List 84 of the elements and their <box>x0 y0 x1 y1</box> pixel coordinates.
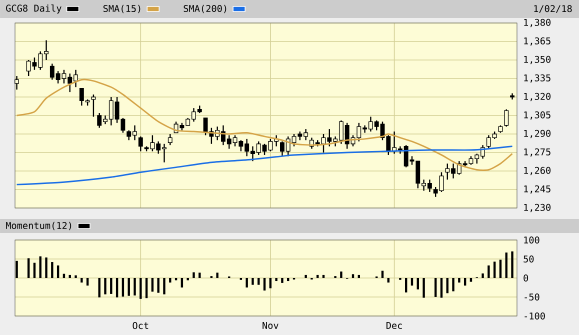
bar <box>511 251 514 278</box>
bar <box>246 278 248 288</box>
bar <box>499 260 502 278</box>
y-tick-label: 1,245 <box>524 185 550 194</box>
bar <box>51 262 54 278</box>
y-tick-label: 1,305 <box>524 111 550 120</box>
bar <box>56 265 60 278</box>
bar <box>216 272 218 278</box>
bar <box>186 278 189 280</box>
bar <box>122 278 124 297</box>
bar <box>128 278 130 296</box>
bar <box>416 278 419 290</box>
legend-label: Momentum(12) <box>6 222 72 230</box>
bar <box>39 256 42 278</box>
bar <box>33 262 36 278</box>
bar <box>134 278 136 296</box>
bar <box>434 278 437 297</box>
y-tick-label: 1,350 <box>524 56 551 64</box>
bar <box>258 278 260 285</box>
bar <box>458 278 460 283</box>
bar <box>452 278 454 292</box>
x-tick-label: Nov <box>262 322 278 329</box>
candlestick <box>168 133 172 146</box>
x-tick-label: Oct <box>132 322 148 330</box>
bar <box>464 278 466 286</box>
bar <box>281 278 284 283</box>
candlestick <box>91 94 96 118</box>
y-tick-label: -100 <box>524 312 545 320</box>
bar <box>410 278 414 286</box>
y-tick-label: 1,275 <box>524 148 550 157</box>
bar <box>169 278 172 283</box>
bar <box>470 278 472 282</box>
bar <box>86 278 89 286</box>
bar <box>493 262 496 278</box>
bar <box>275 278 278 282</box>
bar <box>16 260 18 278</box>
y-tick-label: 1,380 <box>524 18 551 28</box>
bar <box>387 278 390 283</box>
bar <box>304 274 307 278</box>
bar <box>110 278 112 294</box>
bar <box>192 272 195 278</box>
bar <box>505 252 508 278</box>
bar <box>27 258 30 278</box>
bar <box>404 278 408 292</box>
bar <box>104 278 106 294</box>
candlestick <box>138 136 143 152</box>
bar <box>198 272 201 278</box>
y-tick-label: 0 <box>524 274 528 282</box>
y-tick-label: 1,230 <box>524 204 551 212</box>
bar <box>74 275 77 278</box>
y-tick-label: 50 <box>524 255 534 263</box>
bar <box>98 278 100 298</box>
bar <box>440 278 443 298</box>
bar <box>482 273 484 278</box>
bar <box>80 278 83 283</box>
text: 1/02/18 <box>534 5 572 13</box>
bar <box>488 265 490 278</box>
y-tick-label: 1,320 <box>524 92 551 102</box>
bar <box>422 278 425 298</box>
bar <box>352 274 354 278</box>
bar <box>252 278 254 285</box>
y-tick-label: 1,365 <box>524 37 550 46</box>
bar <box>174 278 178 280</box>
bar <box>263 278 266 291</box>
bar <box>151 278 154 292</box>
bar <box>45 257 48 278</box>
bar <box>446 278 448 294</box>
bar <box>157 278 160 293</box>
y-tick-label: -50 <box>524 293 540 301</box>
y-tick-label: 1,335 <box>524 74 550 83</box>
x-tick-label: Dec <box>386 322 402 329</box>
bar <box>340 272 342 278</box>
chart-title: GCG8 Daily <box>6 4 62 14</box>
bar <box>145 278 148 298</box>
legend-label: SMA(200) <box>184 4 226 14</box>
y-tick-label: 1,290 <box>524 130 551 138</box>
bar <box>163 278 166 294</box>
y-tick-label: 100 <box>524 236 540 244</box>
y-tick-label: 1,260 <box>524 166 551 176</box>
legend-label: SMA(15) <box>103 4 140 14</box>
bar <box>180 278 184 288</box>
candlestick <box>504 108 509 128</box>
bar <box>140 278 142 299</box>
bar <box>116 278 118 298</box>
